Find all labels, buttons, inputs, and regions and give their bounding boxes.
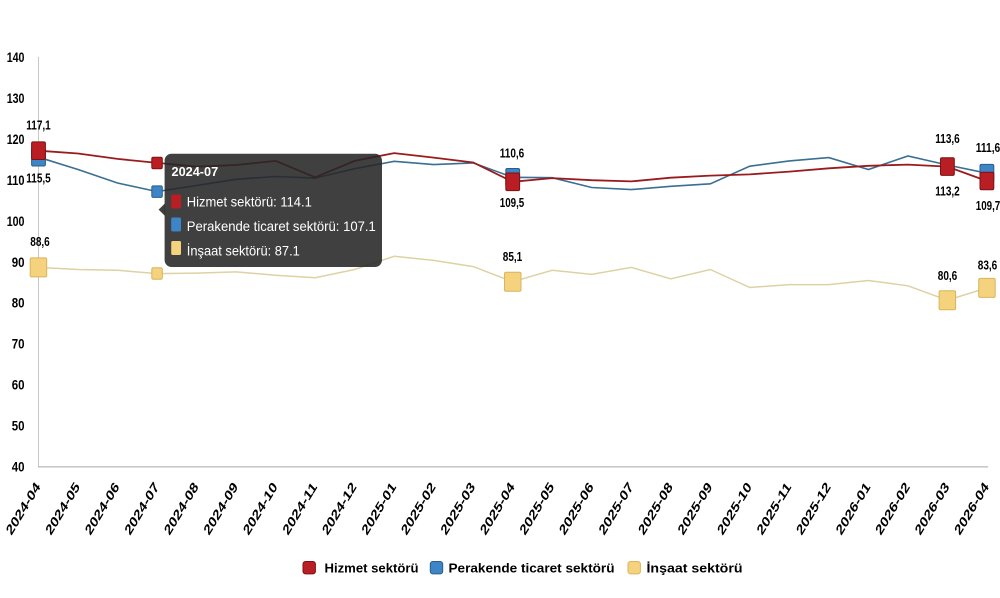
svg-text:113,2: 113,2 bbox=[935, 184, 960, 199]
svg-text:111,6: 111,6 bbox=[976, 140, 1000, 155]
svg-text:83,6: 83,6 bbox=[978, 258, 998, 273]
svg-text:40: 40 bbox=[12, 459, 25, 475]
svg-text:130: 130 bbox=[7, 90, 25, 106]
svg-text:90: 90 bbox=[12, 254, 25, 270]
svg-text:Hizmet sektörü: Hizmet sektörü bbox=[325, 560, 419, 575]
svg-text:110: 110 bbox=[7, 172, 25, 188]
svg-text:113,6: 113,6 bbox=[935, 131, 960, 146]
svg-text:60: 60 bbox=[12, 377, 25, 393]
svg-text:İnşaat sektörü: 87.1: İnşaat sektörü: 87.1 bbox=[187, 242, 300, 259]
svg-text:70: 70 bbox=[12, 336, 25, 352]
svg-text:85,1: 85,1 bbox=[503, 249, 523, 264]
svg-text:İnşaat sektörü: İnşaat sektörü bbox=[647, 560, 743, 575]
svg-text:109,7: 109,7 bbox=[976, 198, 1000, 213]
svg-text:88,6: 88,6 bbox=[30, 234, 50, 249]
svg-text:Hizmet sektörü: 114.1: Hizmet sektörü: 114.1 bbox=[187, 194, 312, 210]
svg-text:120: 120 bbox=[7, 131, 25, 147]
svg-text:80: 80 bbox=[12, 295, 25, 311]
svg-text:110,6: 110,6 bbox=[500, 146, 525, 161]
svg-text:80,6: 80,6 bbox=[938, 268, 958, 283]
svg-text:2024-07: 2024-07 bbox=[172, 164, 219, 179]
svg-text:117,1: 117,1 bbox=[26, 118, 51, 133]
svg-text:Perakende ticaret sektörü: Perakende ticaret sektörü bbox=[449, 560, 615, 575]
svg-text:115,5: 115,5 bbox=[26, 171, 51, 186]
svg-text:100: 100 bbox=[7, 213, 25, 229]
svg-text:109,5: 109,5 bbox=[500, 195, 525, 210]
svg-text:140: 140 bbox=[7, 49, 25, 65]
svg-text:50: 50 bbox=[12, 418, 25, 434]
svg-text:Perakende ticaret sektörü: 107: Perakende ticaret sektörü: 107.1 bbox=[187, 218, 376, 234]
